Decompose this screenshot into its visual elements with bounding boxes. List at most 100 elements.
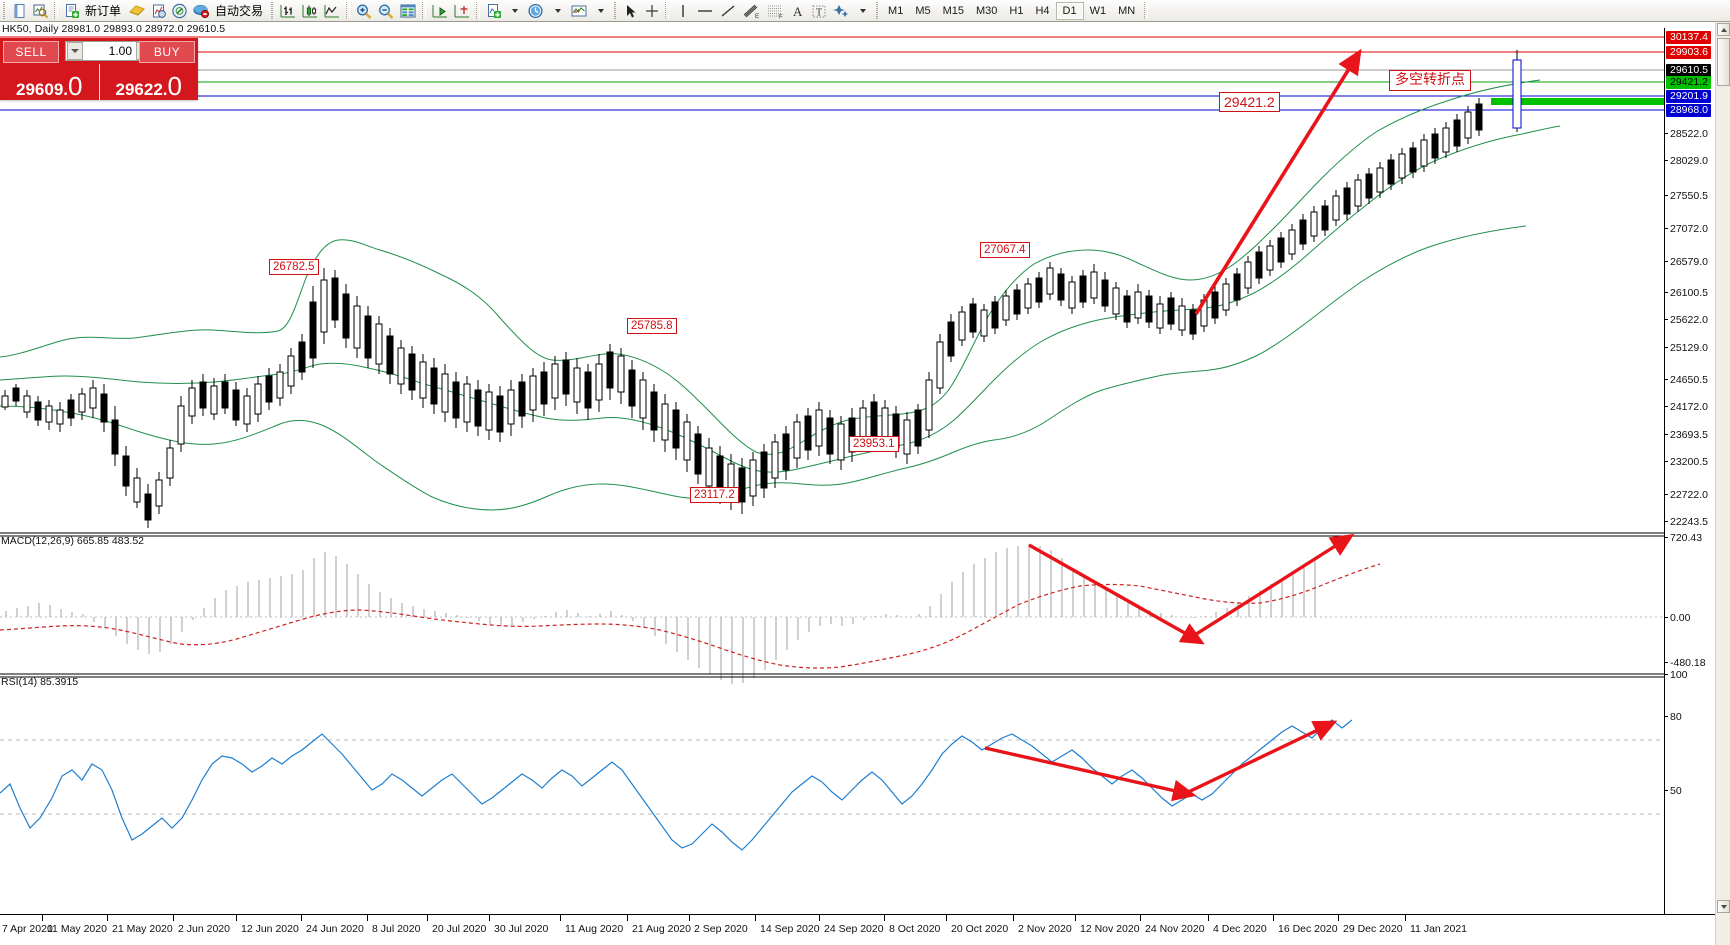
swing-label-26782[interactable]: 26782.5 [269, 259, 319, 275]
document-icon[interactable] [9, 1, 30, 21]
price-tick-27072: 27072.0 [1665, 224, 1708, 234]
timeframe-w1[interactable]: W1 [1089, 4, 1107, 17]
auto-scroll-icon[interactable] [451, 1, 473, 21]
buy-price-dot: . [162, 80, 168, 99]
toolbar-grip-4[interactable] [875, 2, 881, 19]
objects-icon[interactable] [830, 1, 852, 21]
time-label-10: 21 Aug 2020 [627, 914, 691, 935]
turning-point-label[interactable]: 多空转折点 [1389, 70, 1471, 91]
level-label-29421[interactable]: 29421.2 [1219, 92, 1280, 112]
volume-decrement-button[interactable] [67, 42, 83, 60]
timeframe-h1[interactable]: H1 [1009, 4, 1024, 17]
new-order-icon[interactable] [61, 1, 82, 21]
toolbar-grip-2[interactable] [270, 2, 276, 19]
time-label-18: 24 Nov 2020 [1140, 914, 1205, 935]
zoom-out-icon[interactable] [375, 1, 397, 21]
timeframe-icon[interactable] [525, 1, 547, 21]
timeframe-dropdown[interactable] [547, 1, 568, 21]
scrollbar-thumb[interactable] [1717, 38, 1730, 86]
time-label-7: 20 Jul 2020 [426, 914, 487, 935]
time-label-5: 24 Jun 2020 [301, 914, 364, 935]
bar-chart-icon[interactable] [277, 1, 299, 21]
price-tick-23693: 23693.5 [1665, 430, 1708, 440]
vertical-line-icon[interactable] [672, 1, 693, 21]
time-axis[interactable]: 7 Apr 2020 11 May 2020 21 May 2020 2 Jun… [0, 914, 1730, 945]
shift-end-icon[interactable] [429, 1, 451, 21]
line-chart-icon[interactable] [321, 1, 343, 21]
triangle-down-icon [1720, 904, 1727, 909]
text-box-icon[interactable]: T [808, 1, 830, 21]
cursor-icon[interactable] [620, 1, 641, 21]
timeframe-d1[interactable]: D1 [1055, 1, 1084, 20]
vertical-scrollbar[interactable] [1715, 22, 1730, 914]
templates-dropdown[interactable] [590, 1, 611, 21]
price-tick-27550: 27550.5 [1665, 191, 1708, 201]
toolbar-grip[interactable] [2, 2, 7, 19]
add-indicator-dropdown[interactable] [504, 1, 525, 21]
main-toolbar: 新订单 自动交易 [0, 0, 1730, 22]
swing-label-23953[interactable]: 23953.1 [849, 436, 899, 452]
timeframe-m5[interactable]: M5 [915, 4, 931, 17]
scrollbar-corner [1715, 914, 1730, 945]
timeframe-m15[interactable]: M15 [942, 4, 964, 17]
templates-icon[interactable] [568, 1, 590, 21]
trade-panel-top-row: SELL 1.00 BUY [0, 38, 198, 64]
tile-windows-icon[interactable] [397, 1, 419, 21]
sell-price[interactable]: 29609. 0 [0, 64, 99, 100]
swing-label-23117[interactable]: 23117.2 [690, 487, 739, 503]
time-label-21: 29 Dec 2020 [1338, 914, 1403, 935]
price-tick-24650: 24650.5 [1665, 375, 1708, 385]
equidistant-channel-icon[interactable]: E [739, 1, 763, 21]
chevron-down-icon-3 [598, 8, 605, 13]
expert-advisor-icon[interactable] [126, 1, 148, 21]
search-chart-icon[interactable] [30, 1, 51, 21]
chevron-down-icon-2 [555, 8, 562, 13]
scroll-up-button[interactable] [1717, 23, 1730, 36]
zoom-in-icon[interactable] [353, 1, 375, 21]
new-order-button[interactable]: 新订单 [82, 1, 126, 21]
horizontal-line-icon[interactable] [693, 1, 717, 21]
timeframe-m1[interactable]: M1 [888, 4, 904, 17]
navigator-icon[interactable] [169, 1, 190, 21]
trendline-icon[interactable] [717, 1, 739, 21]
objects-dropdown[interactable] [852, 1, 873, 21]
sell-button[interactable]: SELL [3, 41, 59, 63]
chevron-down-icon-4 [860, 8, 867, 13]
price-badge-28968: 28968.0 [1666, 104, 1711, 117]
swing-label-25785[interactable]: 25785.8 [627, 318, 677, 334]
rsi-axis-80: 80 [1665, 712, 1682, 722]
price-badge-29201: 29201.9 [1666, 90, 1711, 103]
time-label-17: 12 Nov 2020 [1075, 914, 1140, 935]
svg-text:T: T [816, 7, 822, 18]
fibonacci-icon[interactable]: F [763, 1, 787, 21]
swing-label-27067[interactable]: 27067.4 [980, 242, 1030, 258]
candlestick-chart-icon[interactable] [299, 1, 321, 21]
buy-price[interactable]: 29622. 0 [100, 64, 199, 100]
svg-text:A: A [793, 4, 803, 19]
volume-value[interactable]: 1.00 [108, 44, 132, 58]
caret-down-icon [71, 49, 79, 53]
price-tick-22722: 22722.0 [1665, 490, 1708, 500]
timeframe-mn[interactable]: MN [1118, 4, 1136, 17]
buy-button[interactable]: BUY [139, 41, 195, 63]
crosshair-icon[interactable] [641, 1, 662, 21]
one-click-trading-panel[interactable]: SELL 1.00 BUY 29609. 0 29622. 0 [0, 38, 198, 100]
time-label-1: 11 May 2020 [42, 914, 107, 935]
text-label-icon[interactable]: A [787, 1, 808, 21]
toolbar-grip-3[interactable] [613, 2, 619, 19]
scroll-down-button[interactable] [1717, 900, 1730, 913]
price-tick-22243: 22243.5 [1665, 517, 1708, 527]
volume-input[interactable]: 1.00 [65, 41, 153, 61]
chart-canvas[interactable]: 26782.5 25785.8 23117.2 23953.1 27067.4 … [0, 28, 1664, 914]
data-window-icon[interactable] [148, 1, 169, 21]
autotrade-label: 自动交易 [215, 4, 264, 18]
price-tick-28029: 28029.0 [1665, 156, 1708, 166]
autotrade-button[interactable]: 自动交易 [212, 1, 268, 21]
timeframe-h4[interactable]: H4 [1035, 4, 1050, 17]
add-indicator-icon[interactable] [483, 1, 504, 21]
price-tick-24172: 24172.0 [1665, 402, 1708, 412]
macd-indicator-label: MACD(12,26,9) 665.85 483.52 [1, 535, 145, 547]
timeframe-m30[interactable]: M30 [976, 4, 998, 17]
autotrade-icon[interactable] [190, 1, 212, 21]
time-label-14: 8 Oct 2020 [883, 914, 941, 935]
